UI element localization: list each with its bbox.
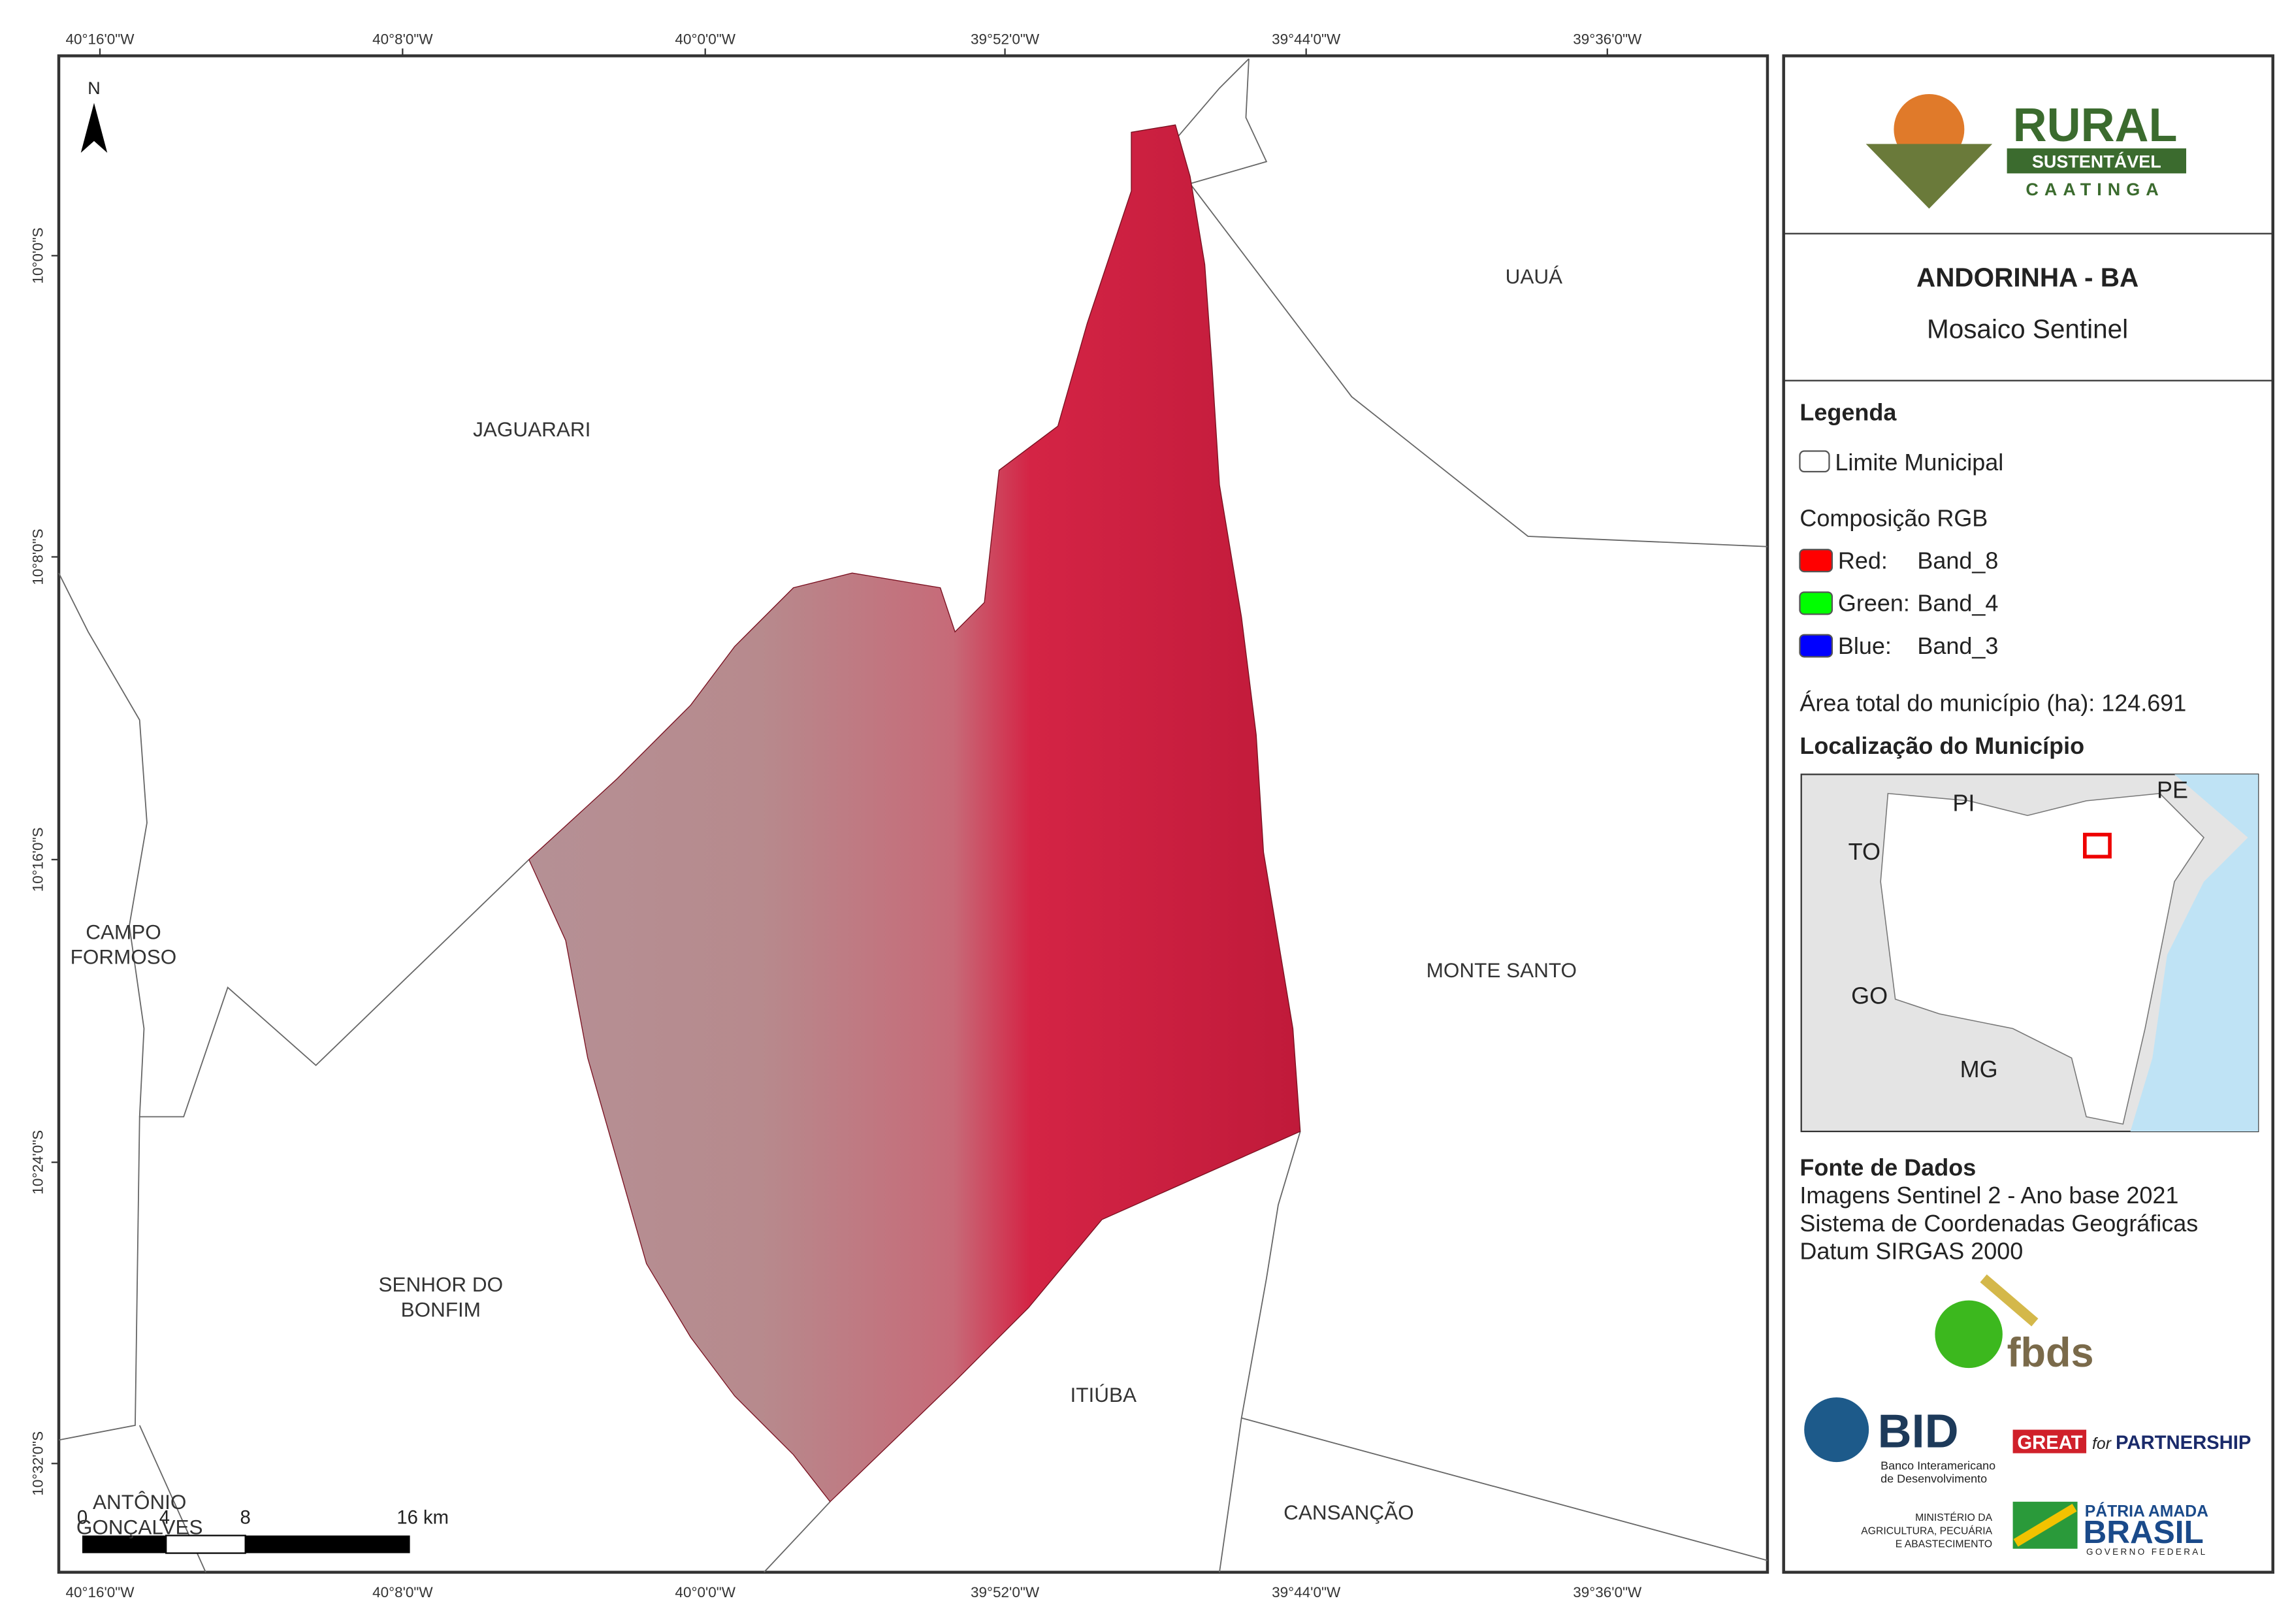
ministry-text: E ABASTECIMENTO [1896, 1539, 1992, 1550]
area: Área total do município (ha): 124.691 [1800, 690, 2186, 717]
band-channel: Green: [1838, 590, 1910, 617]
title: ANDORINHA - BA [1916, 263, 2139, 293]
band-swatch [1799, 591, 1833, 615]
lon-label: 40°16'0"W [65, 1584, 135, 1600]
place-label: JAGUARARI [473, 417, 590, 441]
band-name: Band_3 [1917, 632, 1998, 659]
place-label: CANSANÇÃO [1283, 1501, 1413, 1524]
ministry-text: MINISTÉRIO DA [1915, 1511, 1993, 1523]
place-label: UAUÁ [1506, 265, 1562, 288]
bid-logo: BID [1878, 1406, 1959, 1458]
state-label: MG [1960, 1056, 1998, 1082]
rgb-title: Composição RGB [1800, 504, 1988, 531]
place-label: MONTE SANTO [1427, 958, 1577, 982]
lon-label: 40°0'0"W [675, 1584, 735, 1600]
state-label: TO [1848, 838, 1880, 865]
lon-label: 39°36'0"W [1573, 31, 1642, 47]
municipality-image [528, 124, 1301, 1502]
lon-label: 39°52'0"W [971, 31, 1040, 47]
legend-boundary: Limite Municipal [1835, 449, 2003, 476]
lon-label: 40°0'0"W [675, 31, 735, 47]
map-frame: N 0 4 8 16 km [57, 54, 1769, 1574]
lon-label: 39°44'0"W [1272, 1584, 1341, 1600]
source-line: Sistema de Coordenadas Geográficas [1800, 1210, 2198, 1237]
place-label: FORMOSO [71, 945, 177, 969]
bid-text: de Desenvolvimento [1880, 1472, 1987, 1486]
place-label: ITIÚBA [1071, 1383, 1137, 1406]
ministry-text: AGRICULTURA, PECUÁRIA [1861, 1524, 1992, 1536]
band-swatch [1799, 549, 1833, 573]
lat-label: 10°16'0"S [29, 827, 46, 892]
bid-text: Banco Interamericano [1880, 1459, 1995, 1472]
governo-text: GOVERNO FEDERAL [2086, 1547, 2207, 1557]
great-logo: GREAT [2017, 1433, 2082, 1453]
patria-text: PÁTRIA AMADA [2085, 1502, 2208, 1520]
brasil-text: BRASIL [2084, 1514, 2204, 1550]
band-channel: Red: [1838, 547, 1888, 574]
lon-label: 39°52'0"W [971, 1584, 1040, 1600]
band-name: Band_4 [1917, 590, 1998, 617]
logo-sub: CAATINGA [2026, 180, 2164, 199]
scale-label: 8 [240, 1508, 251, 1529]
band-channel: Blue: [1838, 632, 1892, 659]
lon-label: 40°16'0"W [65, 31, 135, 47]
boundaries [58, 58, 1768, 1573]
source-line: Datum SIRGAS 2000 [1800, 1238, 2023, 1265]
logo-word: RURAL [2013, 99, 2178, 152]
place-label: BONFIM [401, 1297, 481, 1321]
scale-bar: 0 4 8 16 km [77, 1508, 449, 1554]
lon-label: 40°8'0"W [372, 1584, 433, 1600]
legend-title: Legenda [1800, 398, 1897, 425]
sources-title: Fonte de Dados [1800, 1154, 1976, 1180]
north-label: N [88, 78, 101, 98]
place-label: GONÇALVES [76, 1515, 203, 1538]
lat-label: 10°32'0"S [29, 1431, 46, 1496]
scale-label: 16 km [396, 1508, 449, 1529]
state-label: PI [1952, 790, 1975, 817]
source-line: Imagens Sentinel 2 - Ano base 2021 [1800, 1182, 2178, 1209]
side-panel: RURAL SUSTENTÁVEL CAATINGA ANDORINHA - B… [1782, 54, 2274, 1574]
place-label: ANTÔNIO [93, 1490, 186, 1514]
lat-label: 10°24'0"S [29, 1130, 46, 1195]
lat-label: 10°0'0"S [29, 227, 46, 284]
lat-label: 10°8'0"S [29, 528, 46, 585]
subtitle: Mosaico Sentinel [1927, 314, 2128, 344]
scale-label: 4 [159, 1508, 170, 1529]
logo-ribbon: SUSTENTÁVEL [2032, 151, 2161, 171]
place-label: CAMPO [86, 920, 161, 943]
state-label: GO [1851, 982, 1888, 1009]
great-for: for [2092, 1435, 2112, 1453]
inset-map: PI PE TO GO MG [1800, 773, 2259, 1133]
lon-label: 39°44'0"W [1272, 31, 1341, 47]
scale-label: 0 [77, 1508, 88, 1529]
state-label: PE [2157, 776, 2188, 803]
north-arrow [80, 103, 108, 153]
lon-label: 40°8'0"W [372, 31, 433, 47]
great-partnership: PARTNERSHIP [2116, 1433, 2251, 1453]
band-swatch [1799, 634, 1833, 658]
fbds-logo: fbds [2007, 1330, 2094, 1376]
location-title: Localização do Município [1800, 732, 2084, 759]
band-name: Band_8 [1917, 547, 1998, 574]
place-label: SENHOR DO [378, 1273, 503, 1296]
lon-label: 39°36'0"W [1573, 1584, 1642, 1600]
